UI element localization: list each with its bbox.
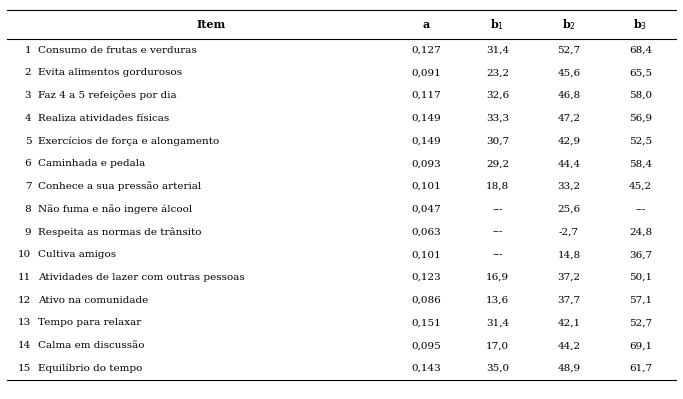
Text: 0,143: 0,143	[411, 364, 441, 373]
Text: 0,127: 0,127	[411, 45, 441, 55]
Text: 52,5: 52,5	[629, 136, 652, 146]
Text: 37,7: 37,7	[557, 296, 581, 305]
Text: 58,4: 58,4	[629, 159, 652, 168]
Text: 8: 8	[25, 205, 31, 214]
Text: 42,9: 42,9	[557, 136, 581, 146]
Text: 18,8: 18,8	[486, 182, 509, 191]
Text: Respeita as normas de trânsito: Respeita as normas de trânsito	[38, 227, 201, 237]
Text: 37,2: 37,2	[557, 273, 581, 282]
Text: 61,7: 61,7	[629, 364, 652, 373]
Text: 31,4: 31,4	[486, 45, 509, 55]
Text: 23,2: 23,2	[486, 68, 509, 77]
Text: 13,6: 13,6	[486, 296, 509, 305]
Text: 15: 15	[18, 364, 31, 373]
Text: 0,117: 0,117	[411, 91, 441, 100]
Text: 16,9: 16,9	[486, 273, 509, 282]
Text: b$_3$: b$_3$	[633, 17, 647, 32]
Text: 0,086: 0,086	[411, 296, 441, 305]
Text: 24,8: 24,8	[629, 227, 652, 237]
Text: 3: 3	[25, 91, 31, 100]
Text: 1: 1	[25, 45, 31, 55]
Text: 68,4: 68,4	[629, 45, 652, 55]
Text: b$_1$: b$_1$	[490, 17, 505, 32]
Text: 45,6: 45,6	[557, 68, 581, 77]
Text: 25,6: 25,6	[557, 205, 581, 214]
Text: 45,2: 45,2	[629, 182, 652, 191]
Text: 0,093: 0,093	[411, 159, 441, 168]
Text: Item: Item	[197, 19, 226, 30]
Text: 56,9: 56,9	[629, 114, 652, 123]
Text: 12: 12	[18, 296, 31, 305]
Text: Caminhada e pedala: Caminhada e pedala	[38, 159, 145, 168]
Text: 57,1: 57,1	[629, 296, 652, 305]
Text: ---: ---	[492, 227, 503, 237]
Text: 0,123: 0,123	[411, 273, 441, 282]
Text: ---: ---	[492, 250, 503, 259]
Text: 0,095: 0,095	[411, 341, 441, 350]
Text: Realiza atividades físicas: Realiza atividades físicas	[38, 114, 169, 123]
Text: 31,4: 31,4	[486, 318, 509, 328]
Text: 9: 9	[25, 227, 31, 237]
Text: ---: ---	[492, 205, 503, 214]
Text: Calma em discussão: Calma em discussão	[38, 341, 145, 350]
Text: 52,7: 52,7	[629, 318, 652, 328]
Text: Atividades de lazer com outras pessoas: Atividades de lazer com outras pessoas	[38, 273, 245, 282]
Text: Tempo para relaxar: Tempo para relaxar	[38, 318, 141, 328]
Text: 0,063: 0,063	[411, 227, 441, 237]
Text: 33,2: 33,2	[557, 182, 581, 191]
Text: Equilíbrio do tempo: Equilíbrio do tempo	[38, 364, 143, 373]
Text: 6: 6	[25, 159, 31, 168]
Text: 0,101: 0,101	[411, 182, 441, 191]
Text: Cultiva amigos: Cultiva amigos	[38, 250, 116, 259]
Text: 58,0: 58,0	[629, 91, 652, 100]
Text: 65,5: 65,5	[629, 68, 652, 77]
Text: 7: 7	[25, 182, 31, 191]
Text: -2,7: -2,7	[559, 227, 579, 237]
Text: 42,1: 42,1	[557, 318, 581, 328]
Text: Ativo na comunidade: Ativo na comunidade	[38, 296, 148, 305]
Text: 44,2: 44,2	[557, 341, 581, 350]
Text: a: a	[422, 19, 430, 30]
Text: 0,101: 0,101	[411, 250, 441, 259]
Text: Não fuma e não ingere álcool: Não fuma e não ingere álcool	[38, 204, 193, 214]
Text: 0,151: 0,151	[411, 318, 441, 328]
Text: ---: ---	[635, 205, 645, 214]
Text: 46,8: 46,8	[557, 91, 581, 100]
Text: 36,7: 36,7	[629, 250, 652, 259]
Text: 0,149: 0,149	[411, 114, 441, 123]
Text: b$_2$: b$_2$	[562, 17, 576, 32]
Text: 69,1: 69,1	[629, 341, 652, 350]
Text: 30,7: 30,7	[486, 136, 509, 146]
Text: Exercícios de força e alongamento: Exercícios de força e alongamento	[38, 136, 219, 146]
Text: 10: 10	[18, 250, 31, 259]
Text: 0,047: 0,047	[411, 205, 441, 214]
Text: Faz 4 a 5 refeições por dia: Faz 4 a 5 refeições por dia	[38, 91, 177, 101]
Text: 17,0: 17,0	[486, 341, 509, 350]
Text: 13: 13	[18, 318, 31, 328]
Text: 44,4: 44,4	[557, 159, 581, 168]
Text: 4: 4	[25, 114, 31, 123]
Text: 47,2: 47,2	[557, 114, 581, 123]
Text: 33,3: 33,3	[486, 114, 509, 123]
Text: 14: 14	[18, 341, 31, 350]
Text: 50,1: 50,1	[629, 273, 652, 282]
Text: 29,2: 29,2	[486, 159, 509, 168]
Text: 52,7: 52,7	[557, 45, 581, 55]
Text: 2: 2	[25, 68, 31, 77]
Text: 35,0: 35,0	[486, 364, 509, 373]
Text: 11: 11	[18, 273, 31, 282]
Text: 0,091: 0,091	[411, 68, 441, 77]
Text: 32,6: 32,6	[486, 91, 509, 100]
Text: Consumo de frutas e verduras: Consumo de frutas e verduras	[38, 45, 197, 55]
Text: 14,8: 14,8	[557, 250, 581, 259]
Text: Conhece a sua pressão arterial: Conhece a sua pressão arterial	[38, 182, 201, 192]
Text: 48,9: 48,9	[557, 364, 581, 373]
Text: Evita alimentos gordurosos: Evita alimentos gordurosos	[38, 68, 182, 77]
Text: 0,149: 0,149	[411, 136, 441, 146]
Text: 5: 5	[25, 136, 31, 146]
